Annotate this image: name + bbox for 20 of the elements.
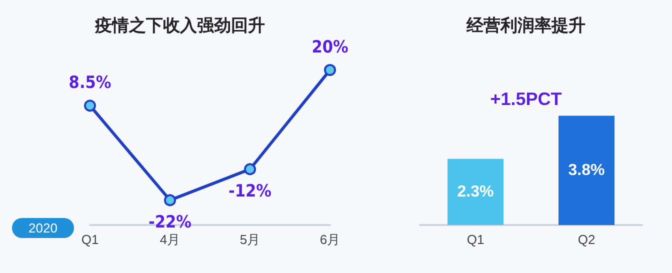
x-tick-label: Q1 — [466, 232, 484, 247]
data-label: -22% — [148, 212, 192, 233]
x-tick-label: 5月 — [240, 232, 260, 247]
chart-title: 疫情之下收入强劲回升 — [94, 16, 265, 35]
point — [324, 64, 336, 76]
data-label: 2.3% — [457, 183, 494, 200]
data-label: 3.8% — [568, 162, 605, 179]
chart-title: 经营利润率提升 — [466, 16, 586, 35]
point — [84, 100, 96, 112]
point — [164, 194, 176, 206]
x-tick-label: Q2 — [578, 232, 596, 247]
data-label: 20% — [312, 38, 348, 58]
x-tick-label: 6月 — [320, 232, 340, 247]
x-tick-label: 4月 — [160, 232, 180, 247]
text: 2020 — [28, 220, 58, 236]
data-label: 8.5% — [68, 73, 112, 94]
data-label: -12% — [228, 182, 272, 202]
x-tick-label: Q1 — [81, 232, 99, 247]
text: +1.5PCT — [490, 89, 562, 109]
point — [244, 163, 256, 176]
